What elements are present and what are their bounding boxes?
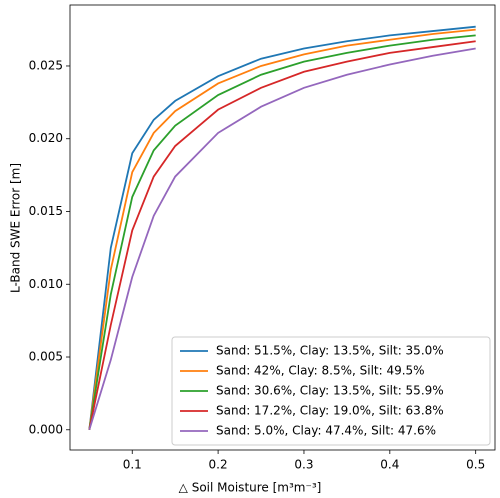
legend-label: Sand: 17.2%, Clay: 19.0%, Silt: 63.8% bbox=[216, 404, 444, 418]
legend-label: Sand: 42%, Clay: 8.5%, Silt: 49.5% bbox=[216, 364, 425, 378]
series-line bbox=[88, 47, 476, 431]
y-tick-label: 0.005 bbox=[29, 350, 63, 364]
y-tick-label: 0.010 bbox=[29, 277, 63, 291]
series-line bbox=[88, 28, 476, 430]
x-tick-label: 0.4 bbox=[380, 458, 399, 472]
x-tick-label: 0.2 bbox=[209, 458, 228, 472]
series-line bbox=[88, 40, 476, 430]
plot-frame bbox=[69, 4, 496, 451]
legend: Sand: 51.5%, Clay: 13.5%, Silt: 35.0% San… bbox=[171, 336, 491, 446]
x-axis-label: △ Soil Moisture [m³m⁻³] bbox=[179, 481, 322, 495]
y-tick-label: 0.015 bbox=[29, 204, 63, 218]
y-tick-label: 0.000 bbox=[29, 422, 63, 436]
x-tick-label: 0.3 bbox=[294, 458, 313, 472]
series-line bbox=[88, 25, 476, 430]
legend-box bbox=[171, 336, 491, 446]
y-axis-label: L-Band SWE Error [m] bbox=[9, 163, 23, 293]
legend-label: Sand: 30.6%, Clay: 13.5%, Silt: 55.9% bbox=[216, 384, 444, 398]
x-tick-label: 0.1 bbox=[123, 458, 142, 472]
legend-label: Sand: 5.0%, Clay: 47.4%, Silt: 47.6% bbox=[216, 424, 436, 438]
series-line bbox=[88, 34, 476, 430]
legend-label: Sand: 51.5%, Clay: 13.5%, Silt: 35.0% bbox=[216, 344, 444, 358]
x-tick-label: 0.5 bbox=[466, 458, 485, 472]
y-tick-label: 0.020 bbox=[29, 131, 63, 145]
y-tick-label: 0.025 bbox=[29, 58, 63, 72]
